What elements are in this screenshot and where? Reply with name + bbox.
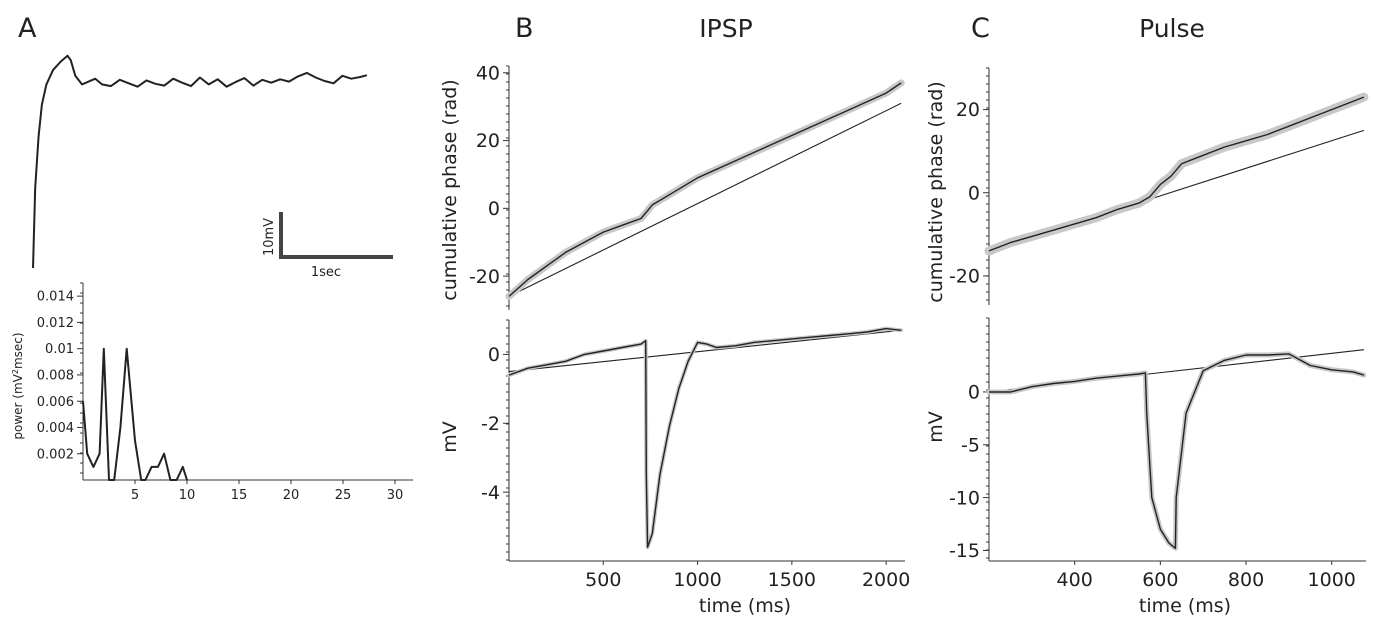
c-phase-y-tick-label: 0 [968, 182, 980, 204]
a-spectrum-x-tick-label: 10 [179, 488, 196, 503]
panel-b-letter: B [515, 13, 534, 44]
c-phase-chart: -20 0 20 [949, 67, 1369, 305]
a-spectrum-y-tick-label: 0.012 [37, 316, 74, 331]
scale-bar-lines [279, 212, 393, 259]
c-voltage-x-tick-label: 1000 [1308, 569, 1356, 591]
panel-c-title: Pulse [1139, 14, 1205, 43]
a-spectrum-y-tick-label: 0.002 [37, 447, 74, 462]
b-voltage-x-tick-label: 1500 [768, 569, 816, 591]
c-voltage-chart: -15 -10 -5 0 400 600 800 1000 [949, 317, 1367, 591]
c-voltage-x-tick-label: 600 [1142, 569, 1178, 591]
c-phase-confidence-band [984, 92, 1369, 256]
a-spectrum-x-tick-label: 15 [231, 488, 248, 503]
b-phase-y-tick-label: 0 [488, 198, 500, 220]
c-voltage-xlabel: time (ms) [1139, 595, 1231, 617]
a-spectrum-x-tick-label: 30 [387, 488, 404, 503]
b-voltage-x-tick-label: 1000 [673, 569, 721, 591]
b-voltage-reference-line [508, 329, 902, 373]
scale-bar: 10mV 1sec [262, 212, 393, 280]
a-spectrum-line-0 [82, 347, 188, 481]
c-phase-y-tick-label: -20 [949, 266, 980, 288]
a-trace-line-0 [32, 54, 368, 269]
b-voltage-y-tick-label: 0 [488, 344, 500, 366]
c-voltage-y-tick-label: -15 [949, 540, 980, 562]
a-spectrum-x-tick-label: 5 [131, 488, 139, 503]
a-trace-chart [32, 54, 368, 269]
a-spectrum-ylabel-tail: msec) [11, 332, 25, 369]
a-spectrum-y-tick-label: 0.008 [37, 368, 74, 383]
a-spectrum-y-tick-label: 0.004 [37, 421, 74, 436]
c-voltage-mean-line [989, 353, 1365, 549]
b-phase-confidence-band [505, 79, 905, 300]
c-voltage-x-tick-label: 400 [1057, 569, 1093, 591]
c-phase-y-tick-label: 20 [956, 99, 980, 121]
a-spectrum-y-tick-label: 0.006 [37, 395, 74, 410]
c-voltage-y-tick-label: -10 [949, 487, 980, 509]
b-phase-y-tick-label: 20 [476, 130, 500, 152]
b-voltage-y-tick-label: -2 [481, 413, 500, 435]
a-spectrum-ylabel-sup: 2 [11, 369, 20, 374]
a-spectrum-x-tick-label: 20 [283, 488, 300, 503]
c-phase-ylabel: cumulative phase (rad) [925, 81, 947, 302]
b-phase-reference-line [508, 102, 902, 297]
b-voltage-xlabel: time (ms) [699, 595, 791, 617]
c-voltage-ylabel: mV [925, 411, 947, 443]
b-phase-ylabel: cumulative phase (rad) [439, 79, 461, 300]
c-voltage-y-tick-label: -5 [961, 434, 980, 456]
b-phase-y-tick-label: -20 [469, 266, 500, 288]
panel-a-letter: A [18, 13, 37, 44]
a-spectrum-y-tick-label: 0.014 [37, 290, 74, 305]
panel-b-title: IPSP [699, 14, 752, 43]
a-spectrum-x-tick-label: 25 [335, 488, 352, 503]
c-phase-mean-line [988, 96, 1365, 252]
c-voltage-y-tick-label: 0 [968, 382, 980, 404]
a-spectrum-ylabel-main: power (mV [11, 373, 25, 439]
b-voltage-confidence-band [507, 326, 904, 550]
b-phase-mean-line [508, 82, 902, 297]
scale-bar-voltage-label: 10mV [262, 218, 277, 256]
scale-bar-time-label: 1sec [311, 265, 341, 280]
panel-c-letter: C [971, 13, 990, 44]
b-voltage-x-tick-label: 500 [585, 569, 621, 591]
b-voltage-ylabel: mV [439, 421, 461, 453]
b-phase-y-tick-label: 40 [476, 62, 500, 84]
b-voltage-mean-line [508, 327, 902, 548]
b-voltage-chart: -4 -2 0 500 1000 1500 2000 [481, 319, 910, 591]
a-spectrum-ylabel: power (mV2msec) [11, 332, 26, 439]
c-voltage-x-tick-label: 800 [1228, 569, 1264, 591]
b-phase-chart: -20 0 20 40 [469, 62, 905, 310]
a-spectrum-y-tick-label: 0.01 [45, 342, 74, 357]
b-voltage-y-tick-label: -4 [481, 482, 500, 504]
a-spectrum-chart: 0.002 0.004 0.006 0.008 0.01 0.012 0.014 5 10 15 2… [37, 282, 413, 503]
b-voltage-x-tick-label: 2000 [862, 569, 910, 591]
